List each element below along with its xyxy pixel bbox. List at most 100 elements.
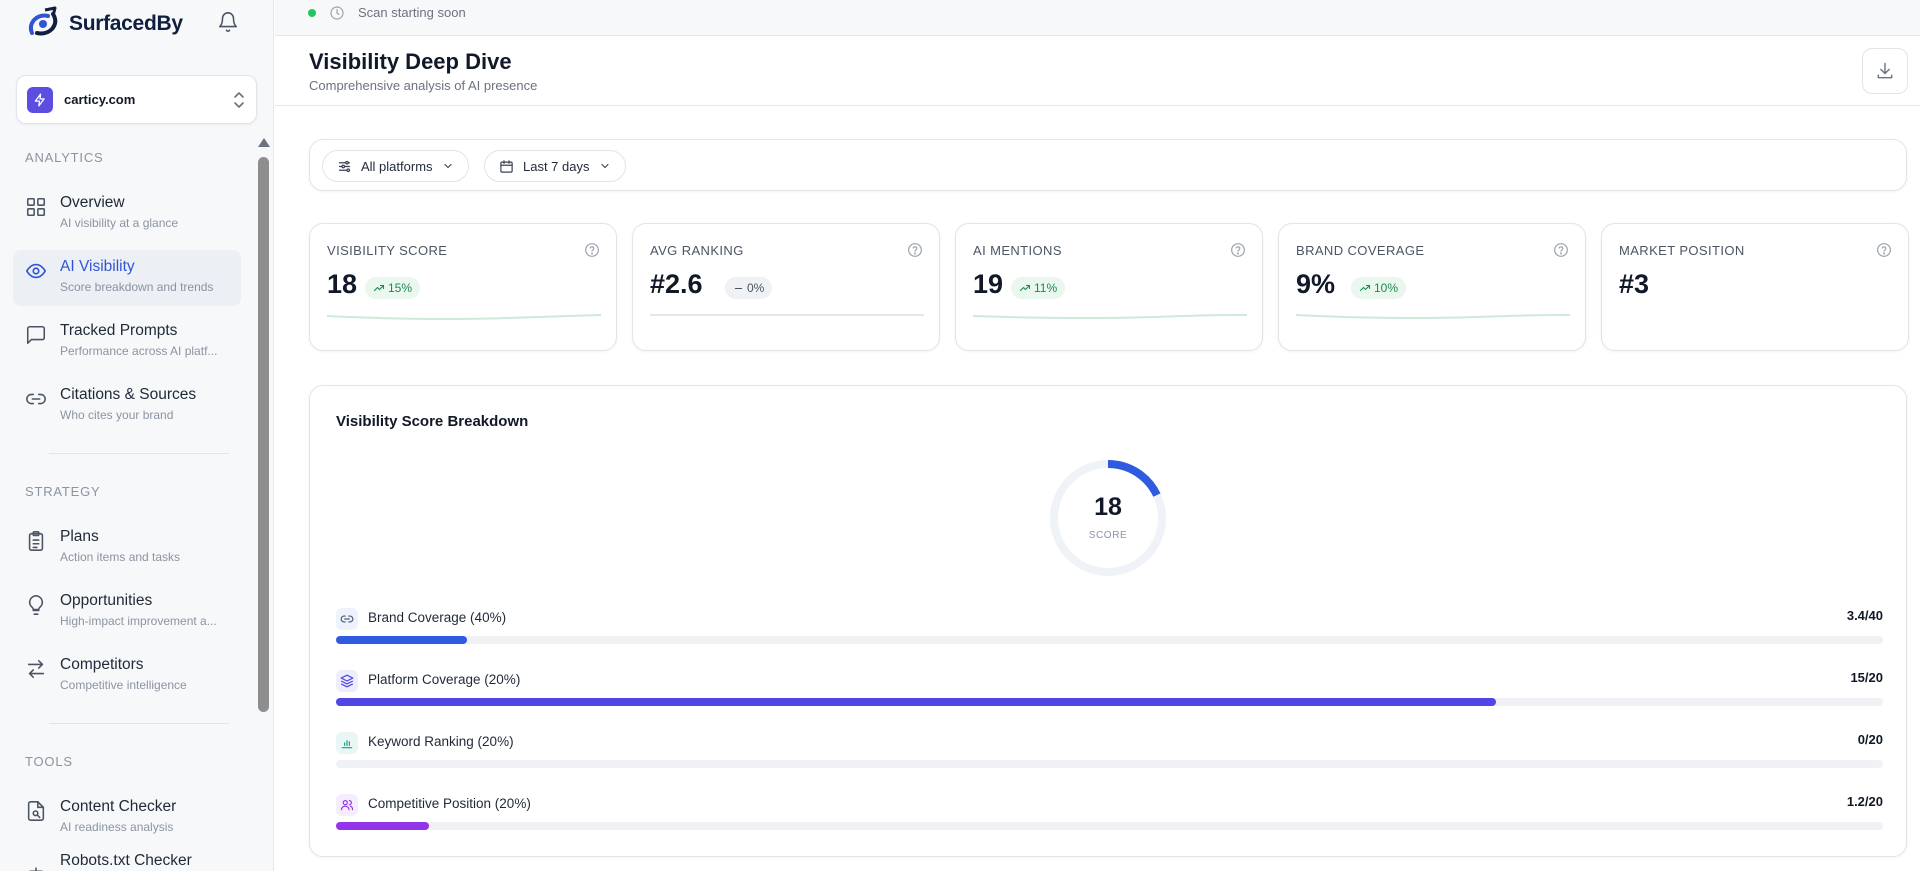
metric-label: Keyword Ranking (20%) [368,734,514,749]
metric-score: 1.2/20 [1846,794,1883,809]
sidebar-item-competitors[interactable]: Competitors Competitive intelligence [13,648,241,704]
chevron-down-icon [443,163,452,169]
sidebar-item-subtitle: High-impact improvement a... [60,614,217,628]
sidebar-item-subtitle: Competitive intelligence [60,678,187,692]
help-circle-icon[interactable] [1553,242,1569,258]
scan-status-text: Scan starting soon [358,5,466,20]
help-circle-icon[interactable] [1230,242,1246,258]
stat-card-brand-coverage: BRAND COVERAGE 9% 10% [1278,223,1586,351]
site-selector[interactable]: carticy.com [16,75,257,124]
donut-score-label: SCORE [1088,530,1128,541]
help-circle-icon[interactable] [907,242,923,258]
main-content: Scan starting soon Visibility Deep Dive … [275,0,1920,871]
sidebar: SurfacedBy carticy.com ANALYTICS Overvie… [0,0,274,871]
metric-label: Platform Coverage (20%) [368,672,521,687]
sidebar-item-title: Content Checker [60,798,177,815]
status-bar: Scan starting soon [275,0,1920,36]
stat-card-avg-ranking: AVG RANKING #2.6 0% [632,223,940,351]
sidebar-item-subtitle: Action items and tasks [60,550,181,564]
metric-score: 0/20 [1857,732,1883,747]
trending-up-icon [1019,284,1031,292]
clipboard-icon [28,531,44,551]
stat-trend-badge: 10% [1351,277,1407,299]
stat-value: #2.6 [650,269,703,299]
bell-icon[interactable] [217,11,239,33]
stat-card-ai-mentions: AI MENTIONS 19 11% [955,223,1263,351]
donut-score-value: 18 [1094,493,1122,521]
chevrons-up-down-icon [234,91,244,108]
sidebar-item-title: Plans [60,528,99,545]
section-label-analytics: ANALYTICS [25,150,104,165]
sidebar-item-robots-checker[interactable]: Robots.txt Checker [13,854,241,871]
sidebar-item-subtitle: AI readiness analysis [60,820,174,834]
stat-trend-value: 11% [1034,281,1058,295]
platform-filter-dropdown[interactable]: All platforms [322,150,469,182]
metric-label: Competitive Position (20%) [368,796,531,811]
bot-icon [29,867,43,871]
stat-trend-value: 15% [388,281,413,295]
sidebar-item-title: Opportunities [60,592,153,609]
link-icon [336,608,358,630]
sidebar-scroll-thumb[interactable] [258,157,269,712]
sidebar-item-title: Citations & Sources [60,386,197,403]
stat-label: BRAND COVERAGE [1296,243,1425,258]
trending-up-icon [373,284,385,292]
brand-name: SurfacedBy [69,12,183,35]
donut-progress-arc [1050,460,1166,576]
stat-trend-badge: 11% [1011,277,1066,299]
stat-label: MARKET POSITION [1619,243,1745,258]
stat-label: VISIBILITY SCORE [327,243,448,258]
layers-icon [336,670,358,692]
lightbulb-icon [28,595,44,615]
sidebar-item-opportunities[interactable]: Opportunities High-impact improvement a.… [13,584,241,640]
help-circle-icon[interactable] [1876,242,1892,258]
score-donut-chart [1050,460,1166,576]
metric-platform-coverage: Platform Coverage (20%) 15/20 [336,670,1883,714]
metric-score: 15/20 [1850,670,1883,685]
stat-trend-badge: 15% [365,277,421,299]
metric-progress-track [336,636,1883,644]
sparkline [650,314,924,316]
metric-keyword-ranking: Keyword Ranking (20%) 0/20 [336,732,1883,776]
metric-progress-track [336,760,1883,768]
message-square-icon [26,325,46,345]
download-icon [1877,62,1893,79]
stat-trend-value: 10% [1374,281,1399,295]
metric-competitive-position: Competitive Position (20%) 1.2/20 [336,794,1883,838]
stat-value: 9% [1296,269,1336,299]
stat-value: 18 [327,269,358,299]
sidebar-item-plans[interactable]: Plans Action items and tasks [13,520,241,576]
arrows-swap-icon [27,659,45,679]
sparkline [327,314,601,321]
section-label-strategy: STRATEGY [25,484,101,499]
scroll-up-arrow-icon[interactable] [258,138,270,147]
sidebar-item-subtitle: Score breakdown and trends [60,280,214,294]
stat-card-market-position: MARKET POSITION #3 [1601,223,1909,351]
download-button[interactable] [1862,48,1908,94]
sidebar-item-content-checker[interactable]: Content Checker AI readiness analysis [13,790,241,846]
brand[interactable]: SurfacedBy [25,4,183,44]
sidebar-item-title: Competitors [60,656,144,673]
help-circle-icon[interactable] [584,242,600,258]
sidebar-item-citations-sources[interactable]: Citations & Sources Who cites your brand [13,378,241,434]
metric-label: Brand Coverage (40%) [368,610,507,625]
date-range-label: Last 7 days [523,158,590,174]
metric-progress-fill [336,698,1497,706]
date-range-dropdown[interactable]: Last 7 days [484,150,626,182]
sidebar-item-overview[interactable]: Overview AI visibility at a glance [13,186,241,242]
sidebar-item-ai-visibility[interactable]: AI Visibility Score breakdown and trends [13,250,241,306]
metric-brand-coverage: Brand Coverage (40%) 3.4/40 [336,608,1883,652]
metric-progress-fill [336,822,429,830]
metric-score: 3.4/40 [1846,608,1883,623]
sidebar-item-subtitle: Who cites your brand [60,408,174,422]
surfacedby-logo-icon [28,6,58,36]
sidebar-item-title: Robots.txt Checker [60,854,192,869]
page-title: Visibility Deep Dive [309,49,512,74]
trending-up-icon [1359,284,1371,292]
sidebar-item-tracked-prompts[interactable]: Tracked Prompts Performance across AI pl… [13,314,241,370]
stat-trend-badge: 0% [725,277,773,299]
sidebar-divider [49,723,229,724]
link-icon [26,393,46,405]
sidebar-divider [49,453,229,454]
grid-icon [26,197,46,217]
